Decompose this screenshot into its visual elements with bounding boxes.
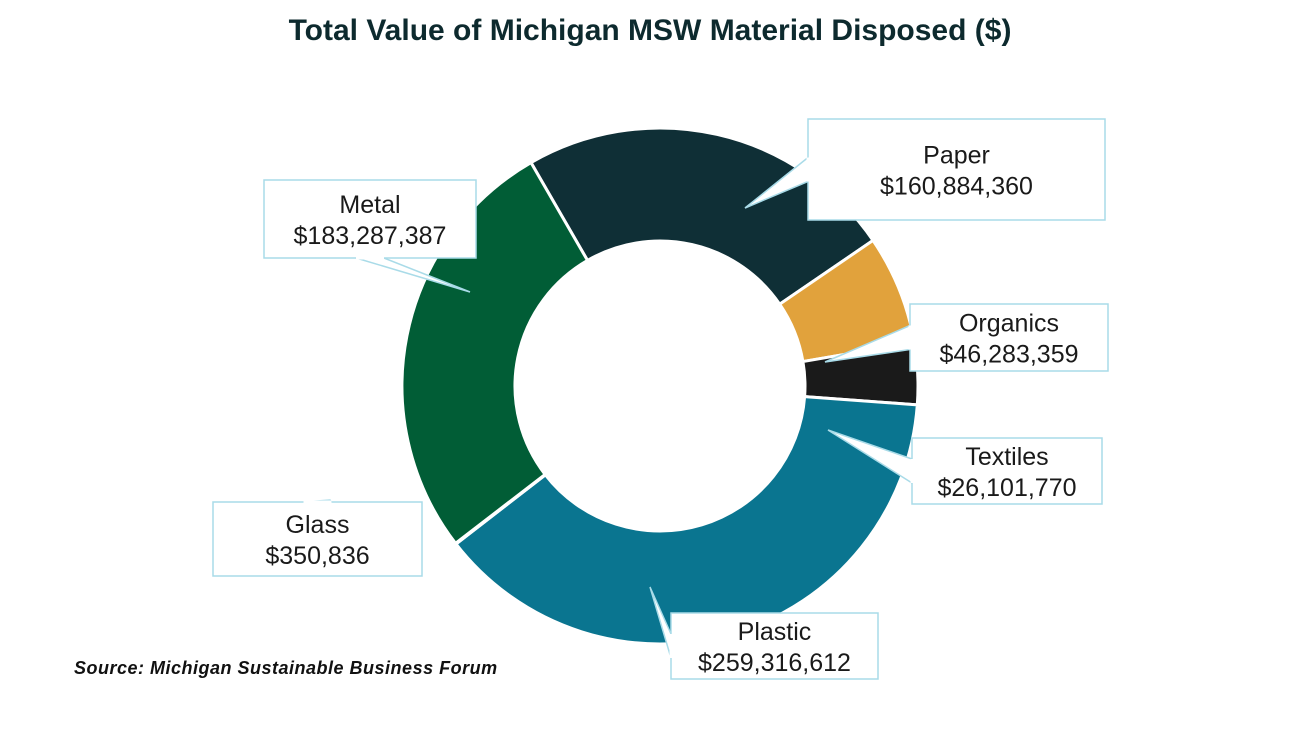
value-label-glass: $350,836 bbox=[265, 542, 369, 570]
category-label-glass: Glass bbox=[286, 511, 350, 539]
source-note: Source: Michigan Sustainable Business Fo… bbox=[74, 658, 498, 678]
value-label-plastic: $259,316,612 bbox=[698, 649, 851, 677]
callout-plastic: Plastic $259,316,612 bbox=[649, 586, 879, 680]
callout-glass: Glass $350,836 bbox=[212, 499, 423, 577]
value-label-organics: $46,283,359 bbox=[939, 341, 1078, 369]
callout-box-paper bbox=[807, 118, 1106, 221]
category-label-plastic: Plastic bbox=[738, 618, 812, 646]
callout-paper: Paper $160,884,360 bbox=[744, 118, 1106, 221]
callout-box-textiles bbox=[911, 437, 1103, 505]
callout-box-metal bbox=[263, 179, 477, 259]
callouts-group: Paper $160,884,360 Organics $46,283,359 Text… bbox=[212, 118, 1109, 680]
category-label-organics: Organics bbox=[959, 310, 1059, 338]
callout-box-glass bbox=[212, 501, 423, 577]
slice-plastic bbox=[453, 394, 919, 646]
value-label-paper: $160,884,360 bbox=[880, 173, 1033, 201]
value-label-textiles: $26,101,770 bbox=[937, 474, 1076, 502]
category-label-paper: Paper bbox=[923, 142, 990, 170]
category-label-metal: Metal bbox=[339, 191, 400, 219]
value-label-metal: $183,287,387 bbox=[294, 222, 447, 250]
callout-box-plastic bbox=[670, 612, 879, 680]
slice-paper bbox=[528, 126, 876, 307]
category-label-textiles: Textiles bbox=[965, 443, 1048, 471]
callout-organics: Organics $46,283,359 bbox=[824, 303, 1109, 372]
chart-title: Total Value of Michigan MSW Material Dis… bbox=[288, 14, 1012, 47]
callout-metal: Metal $183,287,387 bbox=[263, 179, 477, 293]
callout-textiles: Textiles $26,101,770 bbox=[827, 429, 1103, 505]
